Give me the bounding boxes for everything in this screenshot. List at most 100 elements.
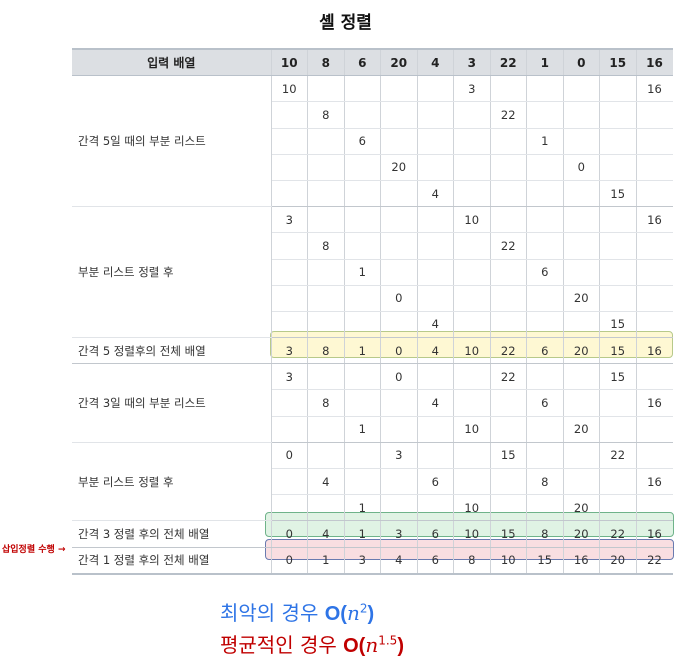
table-row: 간격 3일 때의 부분 리스트 3 0 22 15 xyxy=(72,363,673,443)
table-cell xyxy=(380,416,418,443)
table-cell xyxy=(307,154,345,181)
table-cell: 3 xyxy=(344,547,381,575)
table-cell xyxy=(563,128,600,155)
table-cell: 3 xyxy=(380,520,418,548)
table-cell xyxy=(636,154,673,181)
table-cell xyxy=(344,311,381,339)
table-cell xyxy=(599,468,637,496)
table-cell xyxy=(380,128,418,155)
table-cell: 6 xyxy=(417,468,454,496)
table-cell: 15 xyxy=(490,442,527,470)
table-cell: 8 xyxy=(526,520,564,548)
table-cell xyxy=(636,232,673,260)
table-cell: 22 xyxy=(490,101,527,129)
table-cell xyxy=(599,128,637,155)
table-cell xyxy=(526,494,564,522)
table-cell xyxy=(380,180,418,208)
table-cell: 15 xyxy=(599,311,637,339)
table-cell xyxy=(417,75,454,103)
group-label: 간격 5 정렬후의 전체 배열 xyxy=(72,337,272,365)
table-cell xyxy=(344,363,381,391)
table-cell xyxy=(526,232,564,260)
table-row: 간격 1 정렬 후의 전체 배열 0 1 3 4 6 8 10 15 16 20 22 xyxy=(72,547,673,575)
table-cell xyxy=(490,494,527,522)
table-cell xyxy=(599,75,637,103)
table-cell xyxy=(490,180,527,208)
shell-sort-table: 입력 배열 10 8 6 20 4 3 22 1 0 15 16 간격 5일 때… xyxy=(72,48,673,575)
table-cell xyxy=(344,389,381,417)
insertion-sort-note: 삽입정렬 수행 → xyxy=(2,545,66,555)
table-cell xyxy=(271,232,308,260)
group-label: 간격 5일 때의 부분 리스트 xyxy=(72,75,272,208)
worst-case-label: 최악의 경우 xyxy=(220,601,319,625)
table-cell: 6 xyxy=(526,389,564,417)
table-cell xyxy=(417,128,454,155)
table-cell xyxy=(271,154,308,181)
table-cell xyxy=(271,128,308,155)
table-cell xyxy=(490,416,527,443)
table-cell xyxy=(307,363,345,391)
table-cell: 20 xyxy=(563,494,600,522)
table-cell xyxy=(563,468,600,496)
average-case-complexity: 평균적인 경우 O(n1.5) xyxy=(220,629,404,658)
table-cell xyxy=(453,232,491,260)
table-cell: 0 xyxy=(380,363,418,391)
table-cell: 10 xyxy=(453,494,491,522)
header-value: 8 xyxy=(307,48,345,77)
group-label: 간격 3 정렬 후의 전체 배열 xyxy=(72,520,272,548)
table-cell xyxy=(490,75,527,103)
avg-close: ) xyxy=(397,635,404,657)
table-cell xyxy=(307,311,345,339)
table-cell xyxy=(563,442,600,470)
table-cell xyxy=(271,180,308,208)
table-cell: 4 xyxy=(380,547,418,575)
table-cell xyxy=(344,232,381,260)
table-cell: 22 xyxy=(599,520,637,548)
table-cell: 20 xyxy=(563,285,600,312)
table-cell xyxy=(380,259,418,286)
table-cell xyxy=(453,363,491,391)
table-cell xyxy=(417,363,454,391)
table-cell: 0 xyxy=(563,154,600,181)
table-cell xyxy=(380,494,418,522)
table-cell: 8 xyxy=(307,389,345,417)
table-row: 8 22 xyxy=(72,232,673,260)
header-value: 15 xyxy=(599,48,637,77)
table-cell xyxy=(453,442,491,470)
table-cell xyxy=(271,285,308,312)
table-cell xyxy=(599,232,637,260)
group-label: 부분 리스트 정렬 후 xyxy=(72,442,272,522)
table-cell xyxy=(526,101,564,129)
table-cell: 22 xyxy=(599,442,637,470)
table-cell xyxy=(636,442,673,470)
table-cell: 16 xyxy=(636,337,673,365)
table-cell xyxy=(490,389,527,417)
table-cell: 1 xyxy=(344,494,381,522)
header-value: 6 xyxy=(344,48,381,77)
table-cell: 20 xyxy=(563,416,600,443)
table-cell xyxy=(307,128,345,155)
avg-var: n xyxy=(365,633,379,657)
table-cell xyxy=(344,75,381,103)
table-cell: 1 xyxy=(344,259,381,286)
table-header-row: 입력 배열 10 8 6 20 4 3 22 1 0 15 16 xyxy=(72,48,673,77)
table-cell xyxy=(344,285,381,312)
table-row: 부분 리스트 정렬 후 0 3 15 22 xyxy=(72,442,673,522)
table-cell xyxy=(636,494,673,522)
table-cell: 10 xyxy=(453,416,491,443)
table-row: 8 22 xyxy=(72,101,673,129)
table-row: 간격 5 정렬후의 전체 배열 3 8 1 0 4 10 22 6 20 15 16 xyxy=(72,337,673,365)
table-cell xyxy=(526,75,564,103)
table-cell: 22 xyxy=(490,363,527,391)
table-cell: 22 xyxy=(490,232,527,260)
table-cell xyxy=(563,259,600,286)
header-value: 16 xyxy=(636,48,673,77)
table-cell xyxy=(636,363,673,391)
table-cell xyxy=(563,311,600,339)
table-cell xyxy=(490,206,527,234)
table-cell: 0 xyxy=(271,547,308,575)
table-cell: 6 xyxy=(526,337,564,365)
table-cell xyxy=(344,442,381,470)
table-cell xyxy=(380,206,418,234)
table-cell: 3 xyxy=(271,363,308,391)
